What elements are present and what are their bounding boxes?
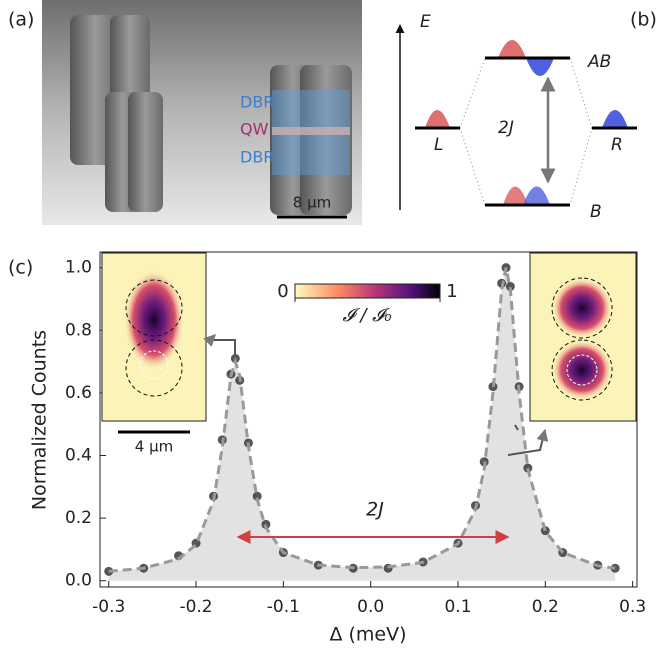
wavefunction (526, 58, 554, 76)
panel-label: (a) (8, 9, 34, 31)
x-tick-label: 0.0 (357, 597, 384, 617)
y-tick-label: 1.0 (65, 258, 92, 278)
y-tick-label: 0.0 (65, 571, 92, 591)
y-tick-label: 0.6 (65, 383, 92, 403)
x-tick-label: 0.1 (444, 597, 471, 617)
colorbar-tick-label: 1 (446, 281, 457, 302)
insets: 4 µm (102, 253, 636, 456)
scale-label: 4 µm (135, 438, 173, 456)
y-axis-label: Normalized Counts (29, 330, 51, 510)
x-tick-label: -0.3 (92, 597, 125, 617)
colorbar-label: 𝓘 / 𝓘₀ (342, 305, 391, 326)
energy-level (415, 58, 637, 205)
panel-b: (b) E AB B L R 2J (400, 9, 657, 223)
x-axis-label: Δ (meV) (329, 624, 406, 646)
annotation: 2J (366, 499, 384, 521)
y-tick-label: 0.4 (65, 446, 92, 466)
qw-overlay (272, 127, 350, 135)
axis-label: E (420, 12, 431, 32)
level-label: L (434, 135, 443, 155)
level-label: B (590, 202, 602, 222)
pointer (208, 335, 235, 355)
layer-label: QW (240, 120, 269, 139)
panel-label: (c) (8, 257, 33, 279)
x-tick-label: -0.2 (179, 597, 212, 617)
layer-label: DBR (240, 148, 274, 167)
colorbar-tick-label: 0 (277, 281, 288, 302)
scale-label: 8 µm (293, 194, 331, 212)
wavefunction (523, 187, 550, 206)
wavefunction (498, 40, 526, 58)
figure: (a) DBR QW DBR 8 µm (b) E AB B L R 2J (c… (0, 0, 659, 658)
pillar (128, 92, 163, 212)
layer-label: DBR (240, 93, 274, 112)
panel-a: (a) DBR QW DBR 8 µm (8, 0, 362, 225)
level-label: AB (587, 52, 611, 72)
y-tick-label: 0.8 (65, 320, 92, 340)
x-tick-label: -0.1 (267, 597, 300, 617)
panel-label: (b) (630, 9, 657, 31)
connector (460, 58, 592, 205)
wavefunction (425, 110, 450, 128)
x-tick-label: 0.3 (619, 597, 646, 617)
wavefunction (602, 110, 628, 128)
colorbar (295, 284, 440, 298)
y-tick-label: 0.2 (65, 508, 92, 528)
x-tick-label: 0.2 (532, 597, 559, 617)
mode-image (124, 270, 184, 370)
level-label: R (611, 135, 623, 155)
splitting-label: 2J (498, 118, 514, 138)
